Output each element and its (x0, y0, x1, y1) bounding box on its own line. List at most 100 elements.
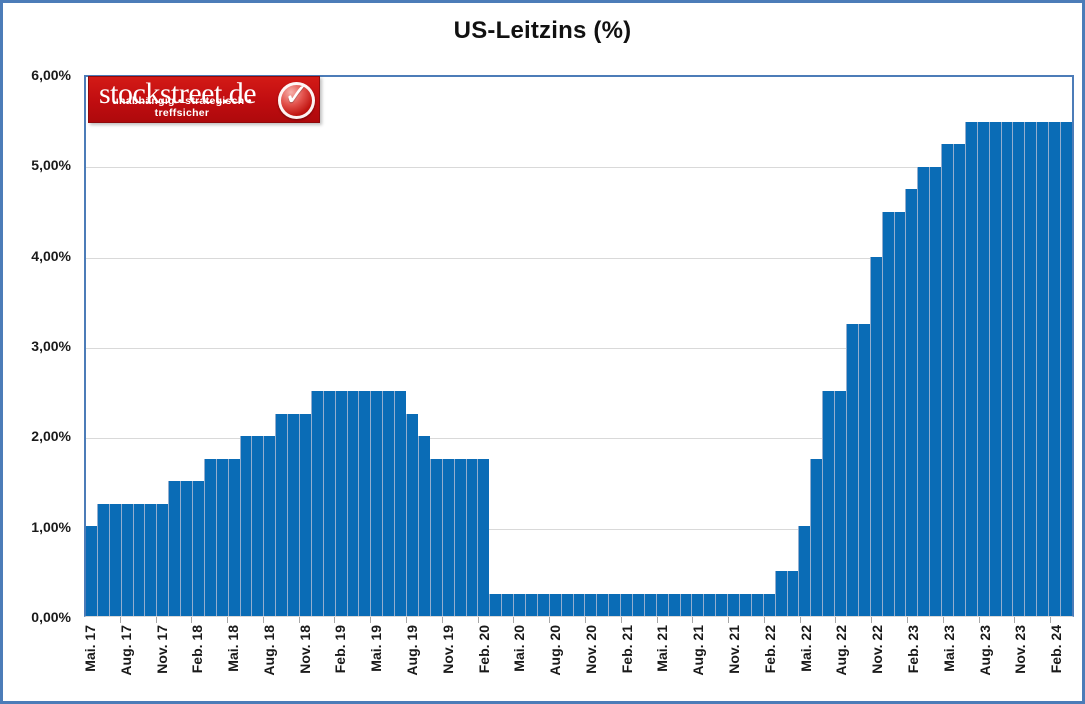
x-tick-label: Nov. 17 (153, 625, 170, 674)
bar (917, 166, 930, 616)
y-tick-label: 0,00% (31, 609, 71, 625)
x-axis-tick (549, 617, 551, 623)
bar (834, 391, 846, 616)
bar (738, 593, 751, 616)
x-tick-label: Mai. 23 (940, 625, 957, 672)
stockstreet-logo: stockstreet.de unabhängig • strategisch … (88, 76, 320, 123)
bar (310, 391, 323, 616)
chart-title: US-Leitzins (%) (453, 17, 632, 44)
bar (394, 391, 407, 616)
bar (655, 593, 668, 616)
bar (536, 593, 549, 616)
x-axis-tick (907, 617, 908, 623)
bar (192, 481, 204, 616)
bar (346, 391, 359, 616)
bar (988, 121, 1001, 616)
bar (548, 593, 561, 616)
bar (727, 593, 739, 616)
bar (156, 503, 169, 616)
bar (762, 593, 775, 616)
gridline (86, 257, 1072, 259)
bar (881, 211, 894, 616)
x-tick-label: Nov. 22 (869, 625, 886, 674)
x-tick-label: Feb. 18 (189, 625, 206, 674)
bar (1024, 121, 1037, 616)
bar (620, 593, 632, 616)
bar (786, 571, 799, 616)
x-axis-tick (155, 617, 157, 623)
bar (287, 413, 300, 616)
bar (358, 391, 371, 616)
check-icon: ✓ (283, 78, 310, 113)
bar (643, 593, 656, 616)
y-tick-label: 3,00% (31, 338, 71, 354)
x-axis-tick (978, 617, 980, 623)
bar (441, 458, 454, 616)
y-tick-label: 1,00% (31, 518, 71, 535)
bar (275, 413, 288, 616)
bar (96, 503, 109, 616)
x-axis-tick (370, 617, 372, 623)
bar (120, 503, 133, 616)
bar (465, 458, 478, 616)
logo-brand-text: stockstreet.de (99, 77, 257, 110)
x-tick-label: Mai. 21 (654, 625, 671, 672)
bar (893, 211, 906, 616)
bar (703, 593, 716, 616)
x-tick-label: Feb. 21 (618, 625, 635, 674)
bar (631, 593, 644, 616)
x-axis-tick (584, 617, 586, 623)
bar (477, 458, 490, 616)
bar (715, 593, 728, 616)
bar (108, 503, 121, 616)
bar (513, 593, 525, 616)
bar (905, 189, 918, 616)
bar (869, 256, 882, 616)
bar (239, 436, 252, 616)
x-axis-tick (871, 617, 873, 623)
x-tick-label: Mai. 17 (81, 625, 98, 672)
bar (1000, 121, 1013, 616)
bar (596, 593, 609, 616)
bar (227, 458, 240, 616)
bar (489, 593, 502, 616)
x-axis-tick (298, 617, 300, 623)
bar (429, 458, 442, 616)
x-tick-label: Aug. 20 (547, 625, 564, 676)
x-tick-label: Aug. 23 (976, 625, 993, 676)
bar (215, 458, 228, 616)
x-tick-label: Aug. 18 (260, 625, 277, 676)
x-tick-label: Aug. 22 (833, 625, 850, 676)
x-tick-label: Mai. 22 (797, 625, 814, 672)
bar (572, 593, 585, 616)
gridline (86, 348, 1072, 349)
x-axis-tick (728, 617, 730, 623)
x-tick-label: Feb. 19 (332, 625, 349, 674)
x-axis-tick (656, 617, 658, 623)
bar (1060, 121, 1072, 616)
bar (964, 121, 977, 616)
bar (584, 593, 597, 616)
bar (679, 593, 692, 616)
x-tick-label: Nov. 21 (726, 625, 743, 674)
x-axis-tick (799, 617, 801, 623)
bar (501, 593, 514, 616)
x-axis-tick (763, 617, 765, 623)
x-tick-label: Mai. 19 (368, 625, 385, 672)
x-axis-tick (1050, 617, 1052, 623)
x-axis-tick (513, 617, 515, 623)
bar-series (86, 77, 1072, 616)
x-axis-tick (441, 617, 443, 623)
bar (370, 391, 383, 616)
bar (560, 593, 573, 616)
bar (299, 413, 311, 616)
x-axis-tick (191, 617, 193, 623)
x-axis-tick (406, 617, 408, 623)
y-tick-label: 5,00% (31, 157, 71, 174)
bar (1048, 121, 1061, 616)
x-tick-label: Nov. 23 (1012, 625, 1029, 674)
bar (1036, 121, 1049, 616)
y-tick-label: 2,00% (31, 428, 71, 445)
x-axis-tick (620, 617, 622, 623)
